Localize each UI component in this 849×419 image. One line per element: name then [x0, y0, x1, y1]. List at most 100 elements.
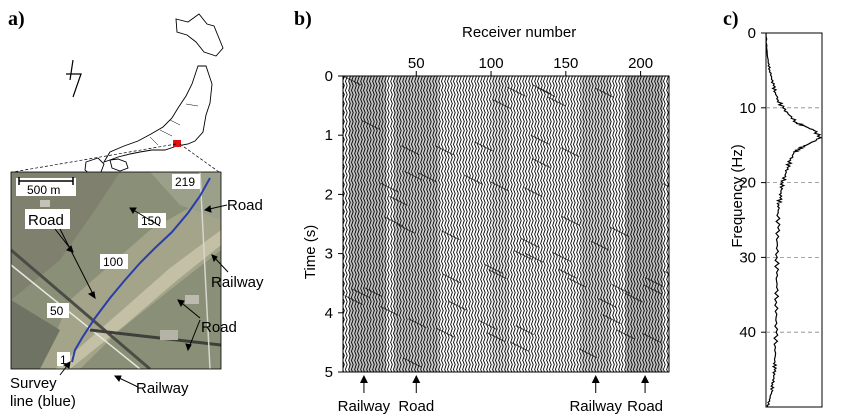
wave-streak-3 — [524, 252, 544, 263]
wave-streak-25 — [561, 147, 580, 158]
panel-c-axes: 0 10 20 30 40 — [739, 25, 766, 341]
panel-c-y-tick-10: 10 — [739, 100, 756, 117]
panel-b-label: b) — [294, 8, 312, 30]
wave-streak-43 — [598, 298, 618, 309]
wave-streak-17 — [484, 263, 503, 274]
panel-b-x-tick-200: 200 — [628, 55, 653, 72]
wave-streak-28 — [615, 329, 635, 340]
wave-streak-52 — [404, 170, 423, 181]
wave-streak-42 — [521, 238, 540, 249]
japan-map — [84, 13, 224, 177]
dense-band-0 — [348, 76, 387, 372]
wave-streak-26 — [507, 86, 526, 97]
dense-band-4 — [625, 76, 664, 372]
wave-streak-33 — [479, 320, 498, 331]
annotation-arrowhead-3 — [641, 375, 650, 383]
wave-streak-57 — [595, 87, 614, 98]
wave-streak-15 — [486, 332, 506, 343]
panel-c-y-tick-40: 40 — [739, 324, 756, 341]
wave-streak-49 — [380, 305, 399, 316]
map-label-railway-bottom: Railway — [136, 380, 189, 397]
wave-streak-7 — [396, 223, 416, 234]
panel-a: a) — [8, 8, 264, 410]
survey-line — [71, 177, 211, 363]
dense-band-2 — [491, 76, 509, 372]
wave-streak-59 — [611, 283, 631, 294]
wave-streak-16 — [644, 277, 664, 288]
study-area-marker — [173, 140, 181, 147]
wave-streak-31 — [578, 348, 598, 359]
annotation-label-2: Railway — [569, 398, 622, 415]
survey-line-label-1: Survey — [10, 375, 57, 392]
survey-line-label-2: line (blue) — [10, 393, 76, 410]
wave-streak-8 — [561, 215, 580, 226]
wave-streak-6 — [546, 96, 566, 107]
panel-c-y-tick-0: 0 — [748, 25, 756, 42]
svg-text:100: 100 — [103, 255, 123, 269]
panel-b-y-tick-2: 2 — [325, 186, 333, 203]
svg-text:50: 50 — [50, 304, 64, 318]
panel-c-label: c) — [723, 8, 739, 30]
wave-streak-20 — [590, 240, 610, 251]
panel-b-frame — [342, 75, 670, 373]
wave-streak-47 — [510, 341, 529, 352]
annotation-arrowhead-0 — [359, 375, 368, 383]
wave-streak-30 — [663, 270, 669, 275]
wave-streak-14 — [402, 357, 422, 368]
receiver-marker-50: 50 — [47, 303, 69, 318]
wave-streak-55 — [384, 216, 403, 227]
wave-streak-41 — [364, 287, 383, 298]
wave-streak-29 — [531, 158, 551, 169]
wave-streak-34 — [408, 318, 427, 329]
wave-streak-19 — [447, 300, 467, 311]
wave-streak-54 — [536, 87, 556, 98]
dense-band-3 — [580, 76, 611, 372]
panel-b-y-tick-4: 4 — [325, 305, 333, 322]
wave-streak-27 — [668, 221, 669, 223]
wave-streak-1 — [643, 284, 662, 295]
panel-b-annotations: Railway Road Railway Road — [338, 375, 663, 415]
map-arrows — [54, 204, 229, 388]
panel-c: c) Frequency (Hz) 0 10 20 30 40 — [723, 8, 823, 408]
wave-streak-11 — [401, 145, 420, 156]
wave-streak-48 — [389, 195, 408, 206]
map-label-road-top: Road — [227, 197, 263, 214]
wave-streak-36 — [662, 183, 669, 188]
wave-streak-51 — [380, 182, 400, 193]
wave-streak-40 — [474, 141, 493, 152]
panel-b-x-tick-50: 50 — [408, 55, 425, 72]
annotation-label-3: Road — [627, 398, 663, 415]
panel-b-y-tick-5: 5 — [325, 364, 333, 381]
wave-streak-23 — [532, 84, 551, 95]
wave-streak-9 — [492, 99, 512, 110]
receiver-marker-219: 219 — [172, 174, 200, 189]
panel-b-x-tick-150: 150 — [553, 55, 578, 72]
wave-streak-35 — [530, 134, 549, 145]
annotation-arrowhead-1 — [412, 375, 421, 383]
panel-c-y-axis-title: Frequency (Hz) — [729, 144, 746, 247]
wave-streak-38 — [515, 325, 534, 336]
annotation-label-0: Railway — [338, 398, 391, 415]
annotation-label-1: Road — [398, 398, 434, 415]
scale-bar: 500 m — [16, 177, 76, 197]
panel-b-y-tick-1: 1 — [325, 127, 333, 144]
map-label-road-left: Road — [28, 212, 64, 229]
panel-b-y-tick-3: 3 — [325, 246, 333, 263]
receiver-marker-100: 100 — [100, 254, 128, 269]
seismogram-dense-bands — [343, 76, 669, 372]
wave-streak-45 — [602, 314, 621, 325]
panel-c-frame — [765, 32, 823, 408]
wave-streak-18 — [552, 252, 572, 263]
panel-a-label: a) — [8, 8, 25, 30]
aerial-photo — [11, 172, 221, 369]
wave-streak-12 — [610, 226, 629, 237]
svg-text:219: 219 — [175, 175, 195, 189]
panel-c-y-tick-20: 20 — [739, 175, 756, 192]
wave-streak-2 — [361, 119, 380, 130]
panel-b-y-axis-title: Time (s) — [302, 225, 319, 279]
svg-text:1: 1 — [60, 353, 67, 367]
map-label-road-middle: Road — [201, 319, 237, 336]
wave-streak-24 — [624, 292, 643, 303]
wave-streak-4 — [464, 174, 484, 185]
panel-b-axes: 50 100 150 200 0 1 2 3 4 5 — [325, 55, 653, 381]
